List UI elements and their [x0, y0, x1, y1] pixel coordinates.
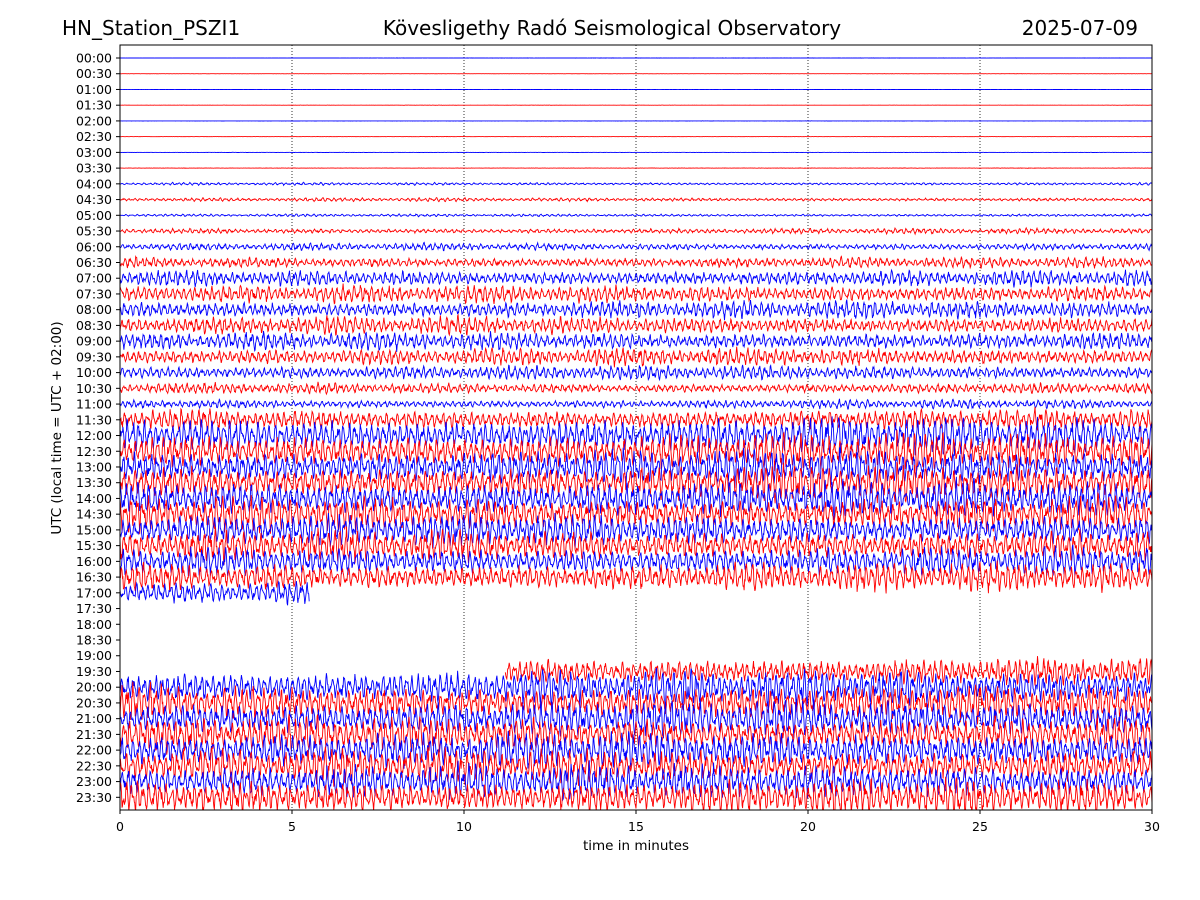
trace-line [120, 226, 1152, 236]
x-tick-label: 0 [116, 819, 124, 834]
trace-line [120, 476, 1152, 521]
y-tick-label: 06:00 [76, 239, 112, 254]
y-tick-label: 11:00 [76, 397, 112, 412]
trace-line [120, 560, 1152, 594]
trace-line [120, 416, 1152, 456]
y-tick-label: 20:00 [76, 680, 112, 695]
trace-line [120, 760, 1152, 802]
trace-line [120, 283, 1152, 305]
chart-date: 2025-07-09 [1022, 16, 1138, 40]
y-tick-label: 06:30 [76, 255, 112, 270]
y-tick-label: 05:00 [76, 208, 112, 223]
y-tick-label: 17:00 [76, 585, 112, 600]
trace-line [120, 730, 1152, 771]
y-tick-label: 01:00 [76, 82, 112, 97]
y-tick-label: 23:00 [76, 774, 112, 789]
y-tick-label: 22:30 [76, 758, 112, 773]
trace-line [120, 313, 1152, 337]
y-tick-label: 18:30 [76, 633, 112, 648]
y-tick-label: 07:00 [76, 271, 112, 286]
y-tick-label: 14:00 [76, 491, 112, 506]
x-tick-label: 5 [288, 819, 296, 834]
y-tick-label: 00:00 [76, 51, 112, 66]
x-tick-label: 10 [456, 819, 472, 834]
trace-line [120, 526, 1152, 566]
y-tick-label: 07:30 [76, 286, 112, 301]
y-tick-label: 11:30 [76, 412, 112, 427]
trace-line [120, 511, 1152, 549]
station-name: HN_Station_PSZI1 [62, 16, 240, 40]
trace-line [120, 241, 1152, 252]
y-tick-label: 05:30 [76, 224, 112, 239]
trace-line [120, 398, 1152, 410]
trace-line [120, 346, 1152, 368]
trace-line [120, 299, 1152, 321]
chart-title: Kövesligethy Radó Seismological Observat… [383, 16, 841, 40]
y-tick-label: 16:30 [76, 570, 112, 585]
trace-line [120, 667, 1152, 710]
y-tick-label: 16:00 [76, 554, 112, 569]
y-tick-label: 00:30 [76, 66, 112, 81]
trace-line [120, 381, 1152, 396]
trace-line [120, 491, 1152, 535]
y-tick-label: 08:30 [76, 318, 112, 333]
x-tick-label: 25 [972, 819, 988, 834]
trace-line [120, 580, 310, 606]
x-tick-label: 30 [1144, 819, 1160, 834]
y-tick-label: 19:30 [76, 664, 112, 679]
y-tick-label: 17:30 [76, 601, 112, 616]
x-axis-label: time in minutes [583, 838, 689, 854]
y-tick-label: 13:00 [76, 459, 112, 474]
trace-line [120, 213, 1152, 218]
y-axis-label: UTC (local time = UTC + 02:00) [49, 321, 65, 534]
x-tick-label: 15 [628, 819, 644, 834]
y-tick-label: 21:30 [76, 727, 112, 742]
y-tick-label: 04:30 [76, 192, 112, 207]
y-tick-label: 12:30 [76, 444, 112, 459]
y-tick-label: 21:00 [76, 711, 112, 726]
y-tick-label: 03:30 [76, 161, 112, 176]
y-tick-label: 20:30 [76, 695, 112, 710]
y-tick-label: 12:00 [76, 428, 112, 443]
y-tick-label: 15:00 [76, 522, 112, 537]
y-tick-label: 09:00 [76, 334, 112, 349]
y-tick-label: 15:30 [76, 538, 112, 553]
trace-group [120, 57, 1152, 810]
y-tick-label: 14:30 [76, 507, 112, 522]
trace-line [120, 196, 1152, 203]
trace-line [120, 268, 1152, 288]
y-tick-label: 03:00 [76, 145, 112, 160]
trace-line [120, 255, 1152, 270]
trace-line [120, 447, 1152, 489]
trace-line [120, 330, 1152, 353]
y-tick-label: 09:30 [76, 349, 112, 364]
y-tick-label: 02:00 [76, 113, 112, 128]
y-tick-label: 22:00 [76, 743, 112, 758]
trace-line [120, 698, 1152, 739]
trace-line [120, 746, 1152, 787]
trace-line [120, 429, 1152, 472]
y-tick-label: 04:00 [76, 176, 112, 191]
y-tick-label: 10:30 [76, 381, 112, 396]
axes: 00:0000:3001:0001:3002:0002:3003:0003:30… [76, 44, 1160, 834]
trace-line [120, 364, 1152, 382]
trace-line [120, 776, 1152, 810]
y-tick-label: 23:30 [76, 790, 112, 805]
y-tick-label: 18:00 [76, 617, 112, 632]
trace-line [120, 181, 1152, 187]
y-tick-label: 13:30 [76, 475, 112, 490]
trace-line [504, 656, 1152, 686]
y-tick-label: 19:00 [76, 648, 112, 663]
y-tick-label: 10:00 [76, 365, 112, 380]
y-tick-label: 08:00 [76, 302, 112, 317]
y-tick-label: 01:30 [76, 98, 112, 113]
x-tick-label: 20 [800, 819, 816, 834]
y-tick-label: 02:30 [76, 129, 112, 144]
